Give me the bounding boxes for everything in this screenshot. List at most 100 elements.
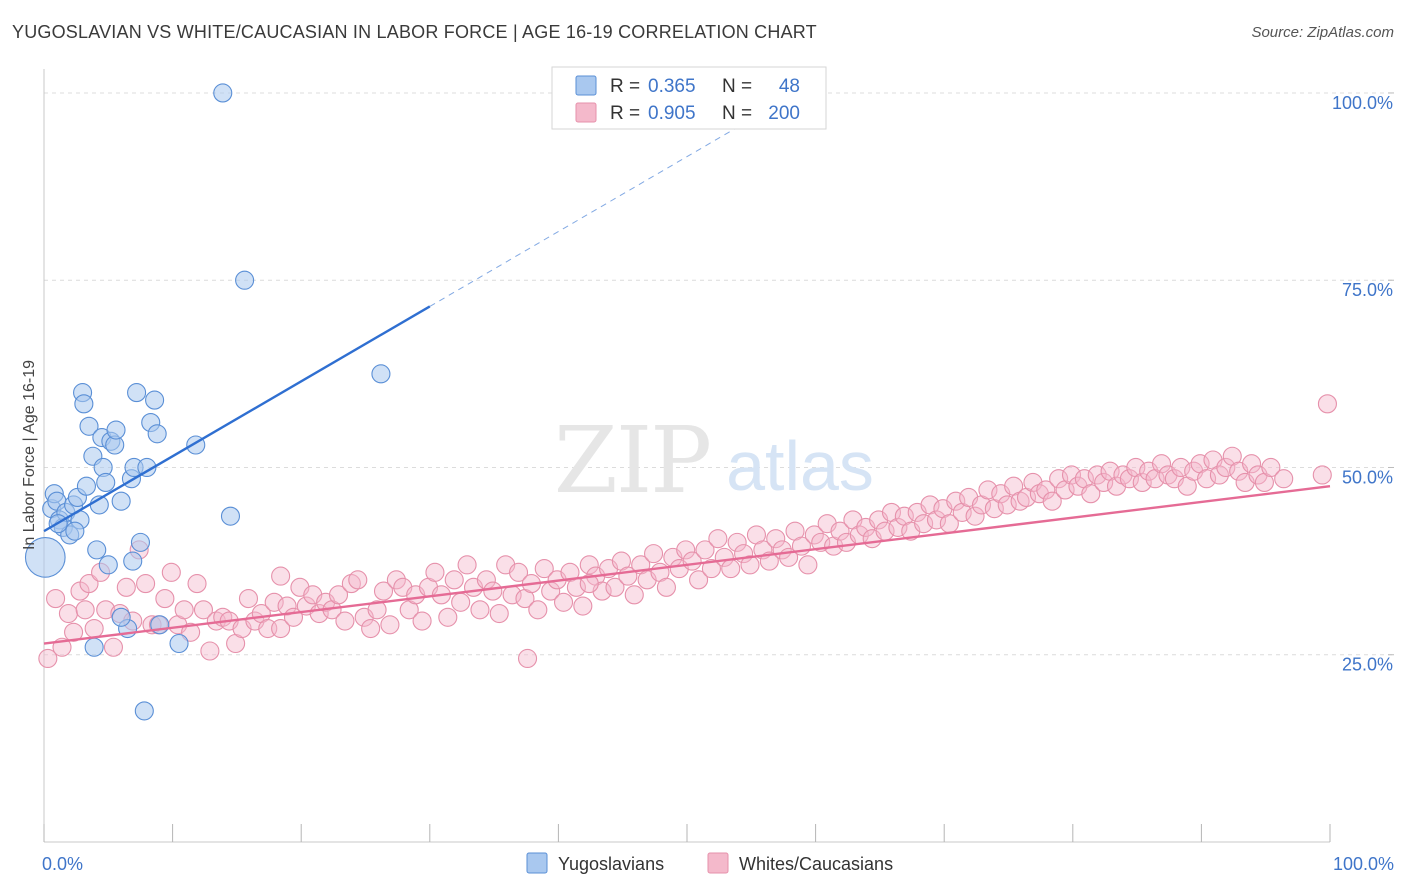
- point-whites-71: [489, 603, 509, 624]
- point-whites-92: [624, 585, 644, 605]
- point-yugoslavians-14: [87, 540, 107, 560]
- point-whites-192: [1274, 469, 1294, 489]
- point-whites-70: [483, 581, 503, 601]
- bottom-legend: Yugoslavians Whites/Caucasians: [526, 852, 893, 874]
- point-whites-1: [46, 589, 66, 609]
- point-whites-97: [656, 577, 676, 597]
- point-whites-0: [38, 648, 58, 669]
- point-whites-197: [271, 566, 291, 586]
- point-whites-10: [96, 600, 116, 620]
- series-whites-caucasians: [38, 394, 1337, 669]
- point-whites-19: [155, 589, 175, 609]
- point-whites-142: [946, 491, 966, 511]
- point-whites-193: [1312, 465, 1332, 485]
- y-tick-label-25: 25.0%: [1342, 655, 1393, 675]
- y-tick-label-50: 50.0%: [1342, 467, 1393, 487]
- point-whites-77: [528, 600, 548, 620]
- point-whites-51: [361, 618, 381, 639]
- legend-label-yugoslavians: Yugoslavians: [558, 854, 664, 874]
- y-axis-label: In Labor Force | Age 16-19: [21, 360, 38, 550]
- point-whites-183: [1209, 465, 1229, 485]
- x-tick-label-0: 0.0%: [42, 854, 83, 874]
- legend-swatch-whites: [707, 852, 729, 874]
- point-whites-8: [84, 618, 104, 639]
- point-whites-164: [1087, 465, 1107, 485]
- y-tick-label-75: 75.0%: [1342, 280, 1393, 300]
- watermark-zip: ZIP: [554, 407, 710, 514]
- point-yugoslavians-32: [145, 390, 165, 410]
- watermark: ZIP atlas: [554, 407, 874, 514]
- point-whites-184: [1216, 457, 1236, 478]
- trend-whites-caucasians: [43, 485, 1331, 645]
- point-whites-47: [335, 611, 355, 631]
- point-whites-100: [676, 540, 696, 560]
- stats-swatch-yugoslavians: [575, 75, 597, 96]
- point-whites-104: [701, 559, 721, 579]
- point-whites-124: [830, 521, 850, 541]
- tick-labels: 25.0% 50.0% 75.0% 100.0% 0.0% 100.0%: [42, 93, 1394, 874]
- point-whites-145: [965, 506, 985, 526]
- point-whites-49: [348, 570, 368, 590]
- point-whites-74: [508, 562, 529, 582]
- point-whites-137: [914, 514, 934, 534]
- point-whites-160: [1061, 465, 1082, 485]
- point-whites-68: [470, 600, 490, 620]
- point-yugoslavians-0: [24, 537, 66, 578]
- point-whites-107: [721, 559, 741, 579]
- chart-source: Source: ZipAtlas.com: [1251, 24, 1394, 41]
- point-whites-81: [553, 592, 574, 612]
- point-whites-26: [200, 641, 220, 661]
- point-whites-52: [367, 600, 387, 620]
- point-whites-63: [438, 607, 458, 627]
- stats-legend: R = 0.365 N = 48 R = 0.905 N = 200: [551, 66, 827, 130]
- stats-n-label-2: N =: [722, 103, 752, 124]
- point-yugoslavians-33: [147, 424, 167, 444]
- legend-label-whites: Whites/Caucasians: [739, 854, 893, 874]
- point-whites-174: [1151, 454, 1172, 474]
- point-whites-20: [161, 562, 181, 582]
- stats-legend-box: [551, 66, 827, 130]
- point-whites-89: [605, 577, 625, 597]
- point-whites-32: [238, 589, 259, 609]
- point-whites-191: [1261, 457, 1281, 478]
- point-whites-113: [759, 551, 779, 571]
- point-whites-84: [573, 596, 593, 616]
- point-whites-165: [1094, 472, 1114, 493]
- point-whites-23: [181, 622, 201, 642]
- point-whites-157: [1042, 491, 1062, 511]
- point-whites-66: [457, 555, 477, 575]
- point-whites-158: [1049, 469, 1069, 489]
- point-whites-78: [534, 559, 554, 579]
- point-whites-103: [695, 540, 715, 560]
- point-whites-61: [425, 562, 445, 582]
- point-whites-11: [103, 637, 123, 657]
- stats-n-value-2: 200: [768, 103, 800, 124]
- stats-r-value-1: 0.365: [648, 76, 696, 97]
- trend-lines: [43, 126, 1331, 645]
- point-yugoslavians-47: [65, 521, 85, 541]
- axes: [43, 69, 1331, 843]
- watermark-atlas: atlas: [726, 427, 874, 505]
- point-yugoslavians-12: [79, 416, 99, 436]
- point-whites-16: [136, 574, 156, 594]
- point-yugoslavians-40: [169, 633, 189, 654]
- point-yugoslavians-21: [106, 420, 126, 440]
- point-whites-163: [1081, 484, 1101, 504]
- point-yugoslavians-22: [111, 491, 131, 511]
- point-whites-133: [888, 517, 908, 537]
- point-yugoslavians-18: [96, 472, 116, 493]
- point-whites-25: [193, 600, 214, 620]
- point-whites-13: [116, 577, 136, 597]
- point-whites-37: [271, 618, 291, 639]
- point-whites-24: [187, 574, 207, 594]
- point-yugoslavians-27: [127, 383, 147, 403]
- point-whites-139: [926, 510, 947, 530]
- point-whites-64: [444, 570, 464, 590]
- point-whites-110: [740, 555, 760, 575]
- point-whites-54: [380, 615, 400, 635]
- point-whites-169: [1119, 469, 1139, 489]
- point-whites-55: [386, 570, 406, 590]
- point-whites-188: [1242, 454, 1262, 474]
- point-whites-108: [727, 532, 747, 552]
- chart-title: YUGOSLAVIAN VS WHITE/CAUCASIAN IN LABOR …: [12, 22, 817, 42]
